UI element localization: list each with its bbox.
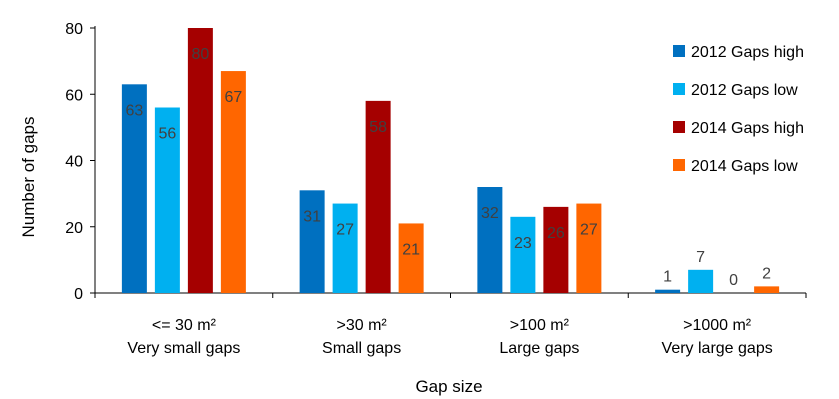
y-axis: 0 20 40 60 80 [65, 21, 96, 303]
data-label: 0 [729, 272, 738, 289]
y-tick-label: 20 [65, 220, 83, 237]
data-label: 58 [369, 119, 387, 136]
data-label: 27 [580, 222, 598, 239]
data-label: 2 [762, 265, 771, 282]
legend: 2012 Gaps high 2012 Gaps low 2014 Gaps hig… [673, 44, 804, 175]
data-labels: 63 31 32 1 56 27 23 7 80 58 26 0 67 21 27 2 [125, 46, 771, 289]
legend-swatch [673, 83, 685, 95]
legend-swatch [673, 121, 685, 133]
bar [477, 187, 503, 293]
bars [121, 28, 780, 293]
bar [220, 71, 246, 293]
bar [655, 289, 681, 293]
data-label: 56 [158, 126, 176, 143]
bar [688, 269, 714, 293]
y-tick-label: 0 [74, 286, 83, 303]
y-tick-label: 80 [65, 21, 83, 38]
x-category-label: Very large gaps [662, 340, 773, 357]
legend-swatch [673, 45, 685, 57]
data-label: 27 [336, 222, 354, 239]
bar [187, 28, 213, 293]
bar [398, 223, 424, 293]
x-category-label: >100 m² [510, 317, 570, 334]
x-category-label: Large gaps [499, 340, 579, 357]
bar [299, 190, 325, 293]
y-tick-label: 60 [65, 87, 83, 104]
bar [332, 203, 358, 293]
y-axis-title: Number of gaps [19, 117, 38, 238]
data-label: 67 [224, 89, 242, 106]
x-axis: <= 30 m² Very small gaps >30 m² Small gaps >… [94, 292, 807, 357]
bar [121, 84, 147, 293]
x-axis-title: Gap size [415, 377, 482, 396]
legend-label: 2014 Gaps high [691, 120, 804, 137]
legend-label: 2012 Gaps low [691, 82, 798, 99]
data-label: 32 [481, 205, 499, 222]
x-category-label: >30 m² [337, 317, 388, 334]
data-label: 1 [663, 269, 672, 286]
legend-swatch [673, 159, 685, 171]
data-label: 80 [191, 46, 209, 63]
bar [365, 100, 391, 293]
legend-label: 2012 Gaps high [691, 44, 804, 61]
data-label: 31 [303, 208, 321, 225]
data-label: 26 [547, 225, 565, 242]
y-tick-label: 40 [65, 154, 83, 171]
data-label: 63 [125, 102, 143, 119]
bar [576, 203, 602, 293]
data-label: 23 [514, 235, 532, 252]
x-category-label: >1000 m² [683, 317, 752, 334]
bar [543, 206, 569, 293]
x-category-label: Very small gaps [127, 340, 240, 357]
data-label: 7 [696, 249, 705, 266]
bar [510, 216, 536, 293]
x-category-label: <= 30 m² [152, 317, 217, 334]
x-category-label: Small gaps [322, 340, 401, 357]
bar [754, 286, 780, 293]
bar [154, 107, 180, 293]
legend-label: 2014 Gaps low [691, 158, 798, 175]
data-label: 21 [402, 241, 420, 258]
